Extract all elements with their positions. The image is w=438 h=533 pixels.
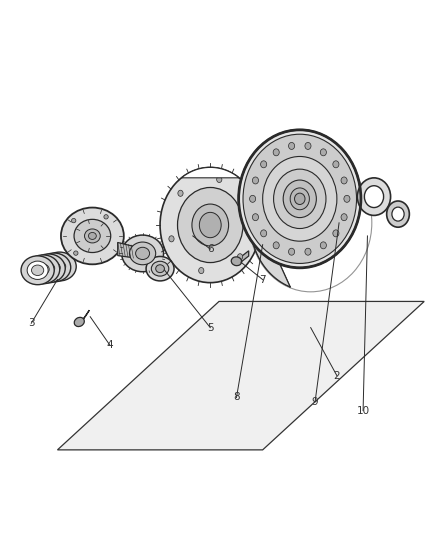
Ellipse shape	[320, 149, 326, 156]
Ellipse shape	[27, 255, 60, 284]
Ellipse shape	[169, 236, 174, 242]
Ellipse shape	[37, 264, 49, 274]
Ellipse shape	[71, 219, 76, 223]
Polygon shape	[79, 310, 89, 324]
Text: 7: 7	[259, 274, 266, 285]
Ellipse shape	[289, 248, 295, 255]
Ellipse shape	[231, 257, 242, 265]
Ellipse shape	[252, 177, 258, 184]
Ellipse shape	[61, 207, 124, 264]
Ellipse shape	[146, 256, 174, 281]
Ellipse shape	[53, 261, 66, 272]
Polygon shape	[181, 167, 239, 178]
Ellipse shape	[237, 254, 243, 260]
Ellipse shape	[289, 142, 295, 149]
Ellipse shape	[252, 214, 258, 221]
Ellipse shape	[392, 207, 404, 221]
Ellipse shape	[294, 193, 305, 205]
Ellipse shape	[320, 242, 326, 249]
Text: 2: 2	[334, 370, 340, 381]
Ellipse shape	[27, 261, 48, 279]
Ellipse shape	[104, 215, 108, 219]
Ellipse shape	[239, 130, 361, 268]
Ellipse shape	[85, 229, 100, 243]
Text: 9: 9	[312, 397, 318, 407]
Text: 8: 8	[233, 392, 240, 402]
Ellipse shape	[74, 251, 78, 255]
Ellipse shape	[48, 262, 60, 273]
Ellipse shape	[38, 259, 59, 278]
Ellipse shape	[88, 232, 96, 239]
Ellipse shape	[199, 268, 204, 273]
Ellipse shape	[130, 242, 155, 265]
Ellipse shape	[261, 230, 267, 237]
Ellipse shape	[333, 161, 339, 168]
Ellipse shape	[217, 176, 222, 182]
Ellipse shape	[42, 263, 55, 273]
Ellipse shape	[305, 142, 311, 149]
Text: 5: 5	[207, 322, 214, 333]
Ellipse shape	[247, 208, 252, 214]
Ellipse shape	[243, 134, 357, 263]
Ellipse shape	[38, 253, 71, 282]
Ellipse shape	[357, 178, 391, 215]
Ellipse shape	[290, 188, 309, 210]
Ellipse shape	[274, 169, 326, 229]
Ellipse shape	[177, 188, 243, 263]
Ellipse shape	[192, 204, 229, 246]
Ellipse shape	[74, 317, 85, 327]
Ellipse shape	[250, 195, 256, 203]
Ellipse shape	[32, 265, 44, 276]
Ellipse shape	[387, 201, 410, 227]
Ellipse shape	[344, 195, 350, 203]
Polygon shape	[239, 251, 249, 264]
Ellipse shape	[49, 257, 70, 276]
Ellipse shape	[21, 256, 54, 285]
Ellipse shape	[160, 167, 261, 282]
Text: 6: 6	[207, 244, 214, 254]
Ellipse shape	[341, 177, 347, 184]
Text: 4: 4	[106, 340, 113, 350]
Ellipse shape	[273, 149, 279, 156]
Ellipse shape	[199, 212, 221, 238]
Ellipse shape	[305, 248, 311, 255]
Ellipse shape	[44, 259, 65, 277]
Ellipse shape	[333, 230, 339, 237]
Polygon shape	[118, 243, 134, 258]
Ellipse shape	[261, 161, 267, 168]
Text: 10: 10	[357, 406, 370, 416]
Ellipse shape	[364, 185, 384, 207]
Ellipse shape	[33, 260, 53, 279]
Ellipse shape	[341, 214, 347, 221]
Ellipse shape	[43, 252, 76, 281]
Ellipse shape	[273, 242, 279, 249]
Text: 3: 3	[28, 318, 35, 328]
Polygon shape	[57, 302, 424, 450]
Ellipse shape	[151, 261, 169, 276]
Ellipse shape	[263, 157, 337, 241]
Ellipse shape	[155, 265, 164, 272]
Ellipse shape	[178, 190, 183, 196]
Ellipse shape	[283, 180, 316, 217]
Ellipse shape	[136, 247, 150, 260]
Ellipse shape	[74, 220, 111, 253]
Polygon shape	[240, 135, 290, 287]
Ellipse shape	[122, 235, 163, 272]
Ellipse shape	[32, 254, 65, 283]
